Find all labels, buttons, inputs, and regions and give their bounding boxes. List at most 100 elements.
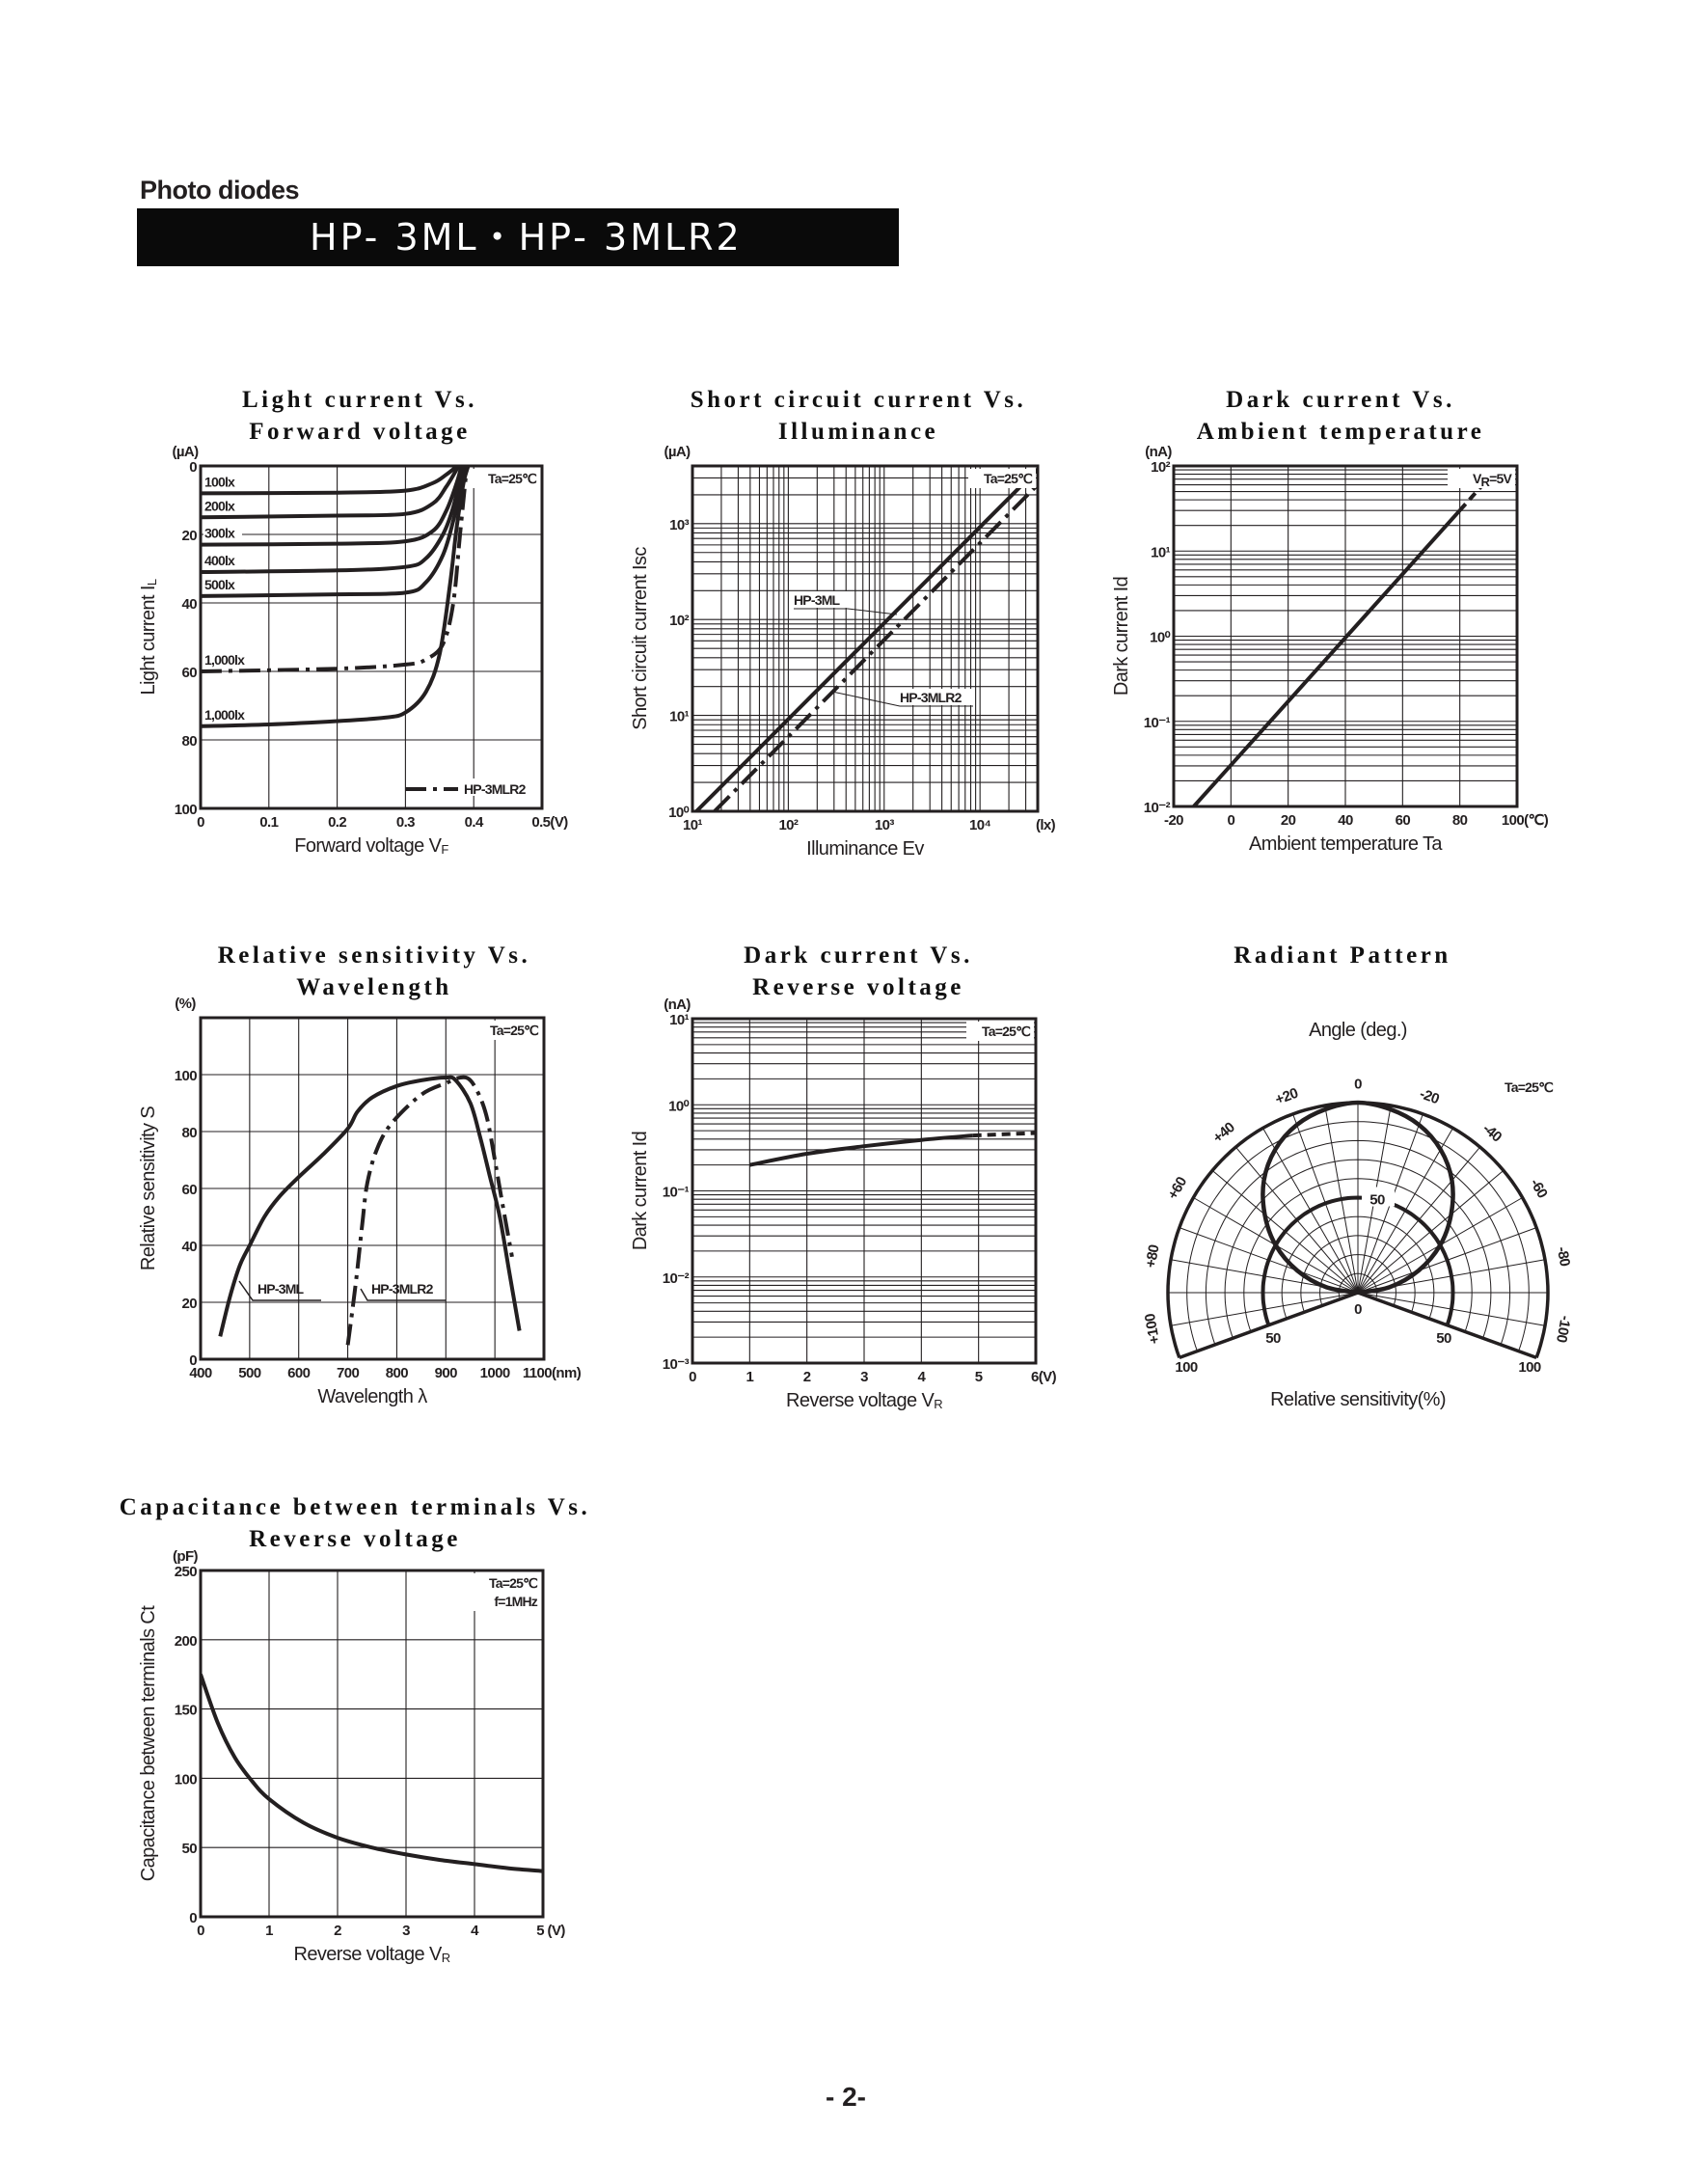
y-tick-label: 10⁰ (668, 805, 689, 821)
x-tick-label: 0 (197, 1923, 204, 1939)
y-axis-label-text: Capacitance between terminals Ct (138, 1605, 159, 1881)
y-tick-label: 0 (189, 1910, 197, 1926)
radius-tick-label: 0 (1354, 1301, 1362, 1318)
x-axis-label: Ambient temperature Ta (1249, 833, 1443, 855)
y-tick-label: 40 (182, 596, 198, 613)
series-label-bg (203, 553, 242, 568)
plot-frame (199, 1016, 546, 1361)
chart-title: Capacitance between terminals Vs. (120, 1494, 591, 1520)
annotation-leader (794, 608, 898, 615)
y-tick-label: 40 (182, 1239, 198, 1255)
x-tick-label: 0.2 (328, 814, 346, 831)
section-title: Photo diodes (140, 176, 300, 205)
y-tick-label: 10¹ (669, 1012, 689, 1028)
plot-frame (691, 464, 1040, 813)
y-tick-label: 150 (175, 1703, 197, 1719)
plot-frame (199, 1569, 545, 1919)
condition-part: =5V (1489, 471, 1512, 486)
x-tick-label: 4 (917, 1369, 926, 1385)
x-axis-label: Reverse voltage VR (293, 1944, 449, 1965)
polar-boundary (1357, 1291, 1537, 1360)
series-line (201, 466, 461, 520)
x-tick-label: 80 (1452, 812, 1468, 829)
x-axis-label-text: Reverse voltage V (293, 1944, 442, 1965)
x-tick-label: 600 (287, 1365, 310, 1381)
x-axis-label-text: Forward voltage V (294, 835, 442, 857)
x-tick-label: 0.1 (259, 814, 278, 831)
polar-ring-emphasized (1261, 1195, 1455, 1326)
y-unit-label: (nA) (664, 996, 691, 1013)
chart-title: Wavelength (296, 974, 451, 1000)
series-label: 500lx (204, 577, 235, 592)
x-tick-label: 0.4 (465, 814, 484, 831)
x-tick-label: 10³ (875, 817, 894, 833)
condition-bg (474, 1592, 541, 1611)
y-tick-label: 80 (182, 733, 198, 750)
angle-tick-label: 0 (1354, 1076, 1362, 1092)
x-tick-label: 400 (189, 1365, 211, 1381)
condition-label: Ta=25℃ (489, 1575, 538, 1591)
x-axis-label: Wavelength λ (317, 1386, 427, 1407)
legend-label: HP-3MLR2 (464, 781, 527, 797)
y-tick-label: 20 (182, 528, 198, 544)
y-unit-label: (nA) (1145, 444, 1172, 460)
x-tick-label: (lx) (1036, 817, 1056, 833)
y-axis-label: Relative sensitivity S (138, 1106, 159, 1270)
x-axis-label-sub: R (442, 1951, 450, 1965)
series-line (201, 466, 465, 574)
x-tick-label: 10² (778, 817, 798, 833)
y-tick-label: 100 (175, 1068, 197, 1084)
series-line (345, 1075, 514, 1346)
y-tick-label: 10⁻² (663, 1270, 690, 1287)
y-axis-label-text: Dark current Id (1111, 577, 1132, 696)
chart-title: Dark current Vs. (1226, 387, 1455, 413)
series-label-bg (203, 576, 242, 591)
condition-label: Ta=25℃ (490, 1023, 539, 1038)
annotation-hp3mlr2: HP-3MLR2 (900, 690, 962, 705)
y-axis-label-text: Short circuit current Isc (630, 547, 651, 730)
annotation-hp3mlr2: HP-3MLR2 (371, 1281, 434, 1297)
series-label: 300lx (204, 526, 235, 541)
x-tick-label: 0 (689, 1369, 696, 1385)
chart-5: Dark current Vs. Reverse voltage 0 1 2 3 4 5 6(V… (630, 942, 1057, 1411)
x-tick-label: 6(V) (1031, 1369, 1057, 1385)
x-tick-label: 1000 (480, 1365, 510, 1381)
chart-title: Radiant Pattern (1234, 942, 1450, 969)
y-tick-label: 0 (189, 1352, 197, 1369)
y-tick-label: 100 (175, 1771, 197, 1788)
chart-title: Ambient temperature (1197, 419, 1485, 445)
annotation-bg (794, 591, 848, 608)
radius-tick-label: 100 (1518, 1359, 1540, 1376)
y-tick-label: 200 (175, 1633, 197, 1650)
model-name: HP- 3ML・HP- 3MLR2 (310, 216, 743, 259)
x-axis-label-text: Ambient temperature Ta (1249, 833, 1443, 855)
chart-6: Radiant Pattern +100 +80 +60 +40 +20 0 -20 -40 -6… (1142, 942, 1574, 1410)
x-axis-label-sub: R (934, 1397, 942, 1411)
x-tick-label: 2 (803, 1369, 811, 1385)
series-label-bg (203, 525, 242, 540)
annotation-hp3ml: HP-3ML (794, 592, 841, 608)
angle-tick-label: -100 (1553, 1314, 1574, 1343)
series-label: 400lx (204, 553, 235, 568)
radius-tick-label: 50 (1369, 1192, 1385, 1209)
legend-bg (463, 778, 538, 796)
y-axis-label: Dark current Id (630, 1132, 651, 1250)
x-tick-label: 100(℃) (1502, 812, 1549, 829)
condition-label: Ta=25℃ (488, 471, 537, 486)
condition-bg (474, 1021, 542, 1040)
angle-tick-label: +60 (1164, 1174, 1190, 1202)
series-line (1192, 508, 1462, 806)
angle-tick-label: +40 (1210, 1119, 1238, 1146)
series-line (201, 466, 470, 673)
x-tick-label: 900 (435, 1365, 457, 1381)
x-tick-label: 3 (402, 1923, 410, 1939)
x-tick-label: 1 (746, 1369, 753, 1385)
series-line (201, 466, 471, 728)
radius-tick-label: 100 (1175, 1359, 1197, 1376)
y-axis-label: Short circuit current Isc (630, 547, 651, 730)
x-tick-label: 2 (334, 1923, 341, 1939)
y-tick-label: 10⁻² (1144, 800, 1171, 816)
x-tick-label: 0.3 (396, 814, 415, 831)
polar-boundary (1179, 1291, 1359, 1360)
